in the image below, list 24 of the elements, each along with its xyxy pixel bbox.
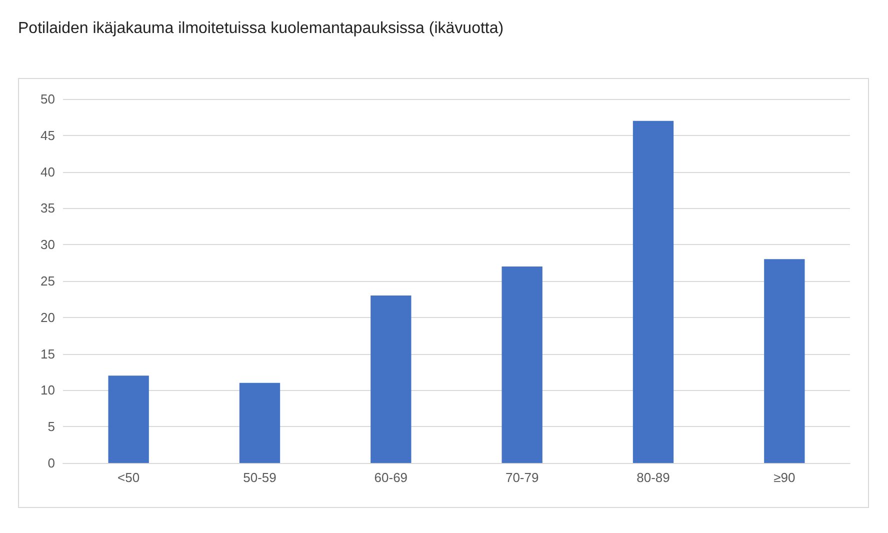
y-tick-label: 5 — [48, 419, 55, 434]
chart-title: Potilaiden ikäjakauma ilmoitetuissa kuolemantapauksissa (ikävuotta) — [18, 20, 504, 38]
bar — [370, 296, 412, 463]
y-tick-label: 20 — [40, 310, 55, 325]
y-tick-label: 25 — [40, 274, 55, 288]
x-tick-label: 80-89 — [636, 470, 670, 485]
bar — [502, 266, 542, 463]
x-tick-label: 70-79 — [505, 470, 539, 485]
x-tick-label: <50 — [118, 470, 140, 485]
y-tick-label: 45 — [40, 128, 55, 143]
x-tick-label: 50-59 — [243, 470, 276, 485]
y-tick-label: 30 — [40, 237, 55, 252]
y-tick-label: 35 — [40, 200, 55, 216]
bar — [632, 120, 674, 463]
y-tick-label: 40 — [40, 164, 55, 180]
y-tick-label: 15 — [40, 346, 55, 362]
x-tick-label: ≥90 — [774, 470, 796, 485]
bar — [108, 376, 149, 463]
y-tick-label: 0 — [48, 456, 55, 470]
x-tick-label: 60-69 — [374, 470, 408, 485]
bar — [764, 259, 805, 463]
y-tick-label: 50 — [40, 92, 55, 106]
y-tick-label: 10 — [40, 382, 55, 398]
bar — [239, 382, 280, 463]
